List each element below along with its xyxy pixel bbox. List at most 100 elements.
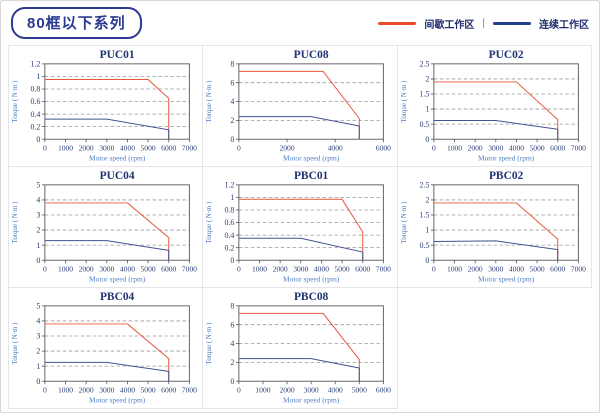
y-axis-label: Torque ( N·m )	[205, 202, 213, 244]
torque-speed-chart-pbc08: PBC08 0 2 4 6 8 0 1000 2000 3000 4000 5000 6000 Motor…	[205, 291, 391, 405]
x-tick-label: 3000	[99, 386, 114, 395]
x-tick-label: 5000	[141, 144, 156, 153]
y-tick-label: 3	[36, 211, 40, 220]
chart-title: PBC04	[100, 291, 135, 303]
y-tick-label: 2	[231, 116, 235, 125]
y-tick-label: 8	[231, 60, 235, 69]
intermittent-zone-curve	[44, 323, 170, 382]
x-tick-label: 5000	[529, 144, 544, 153]
y-tick-label: 6	[231, 320, 235, 329]
intermittent-zone-curve	[239, 70, 361, 140]
intermittent-legend-label: 间歇工作区	[424, 19, 475, 31]
continuous-zone-curve	[44, 361, 170, 382]
chart-cell-pbc08: PBC08 0 2 4 6 8 0 1000 2000 3000 4000 5000 6000 Motor…	[203, 288, 398, 409]
torque-speed-chart-pbc01: PBC01 0 0.2 0.4 0.6 0.8 1 1.2 0 1000 2000 3000 4000 5…	[205, 170, 391, 284]
x-tick-label: 2000	[79, 386, 94, 395]
x-tick-label: 4000	[120, 265, 135, 274]
y-tick-label: 1.2	[225, 181, 235, 190]
continuous-zone-curve	[433, 120, 558, 140]
y-tick-label: 2.5	[419, 181, 429, 190]
x-tick-label: 2000	[280, 386, 295, 395]
x-tick-label: 3000	[488, 144, 503, 153]
chart-cell-pbc04: PBC04 0 1 2 3 4 5 0 1000 2000 3000 4000 5000 6000 7000…	[9, 288, 204, 409]
x-tick-label: 2000	[280, 144, 295, 153]
x-tick-label: 1000	[58, 265, 73, 274]
torque-speed-chart-pbc04: PBC04 0 1 2 3 4 5 0 1000 2000 3000 4000 5000 6000 7000…	[11, 291, 197, 405]
x-tick-label: 7000	[570, 144, 585, 153]
x-tick-label: 1000	[256, 386, 271, 395]
x-tick-label: 0	[237, 386, 241, 395]
y-tick-label: 1.5	[419, 90, 429, 99]
chart-title: PBC08	[294, 291, 329, 303]
x-axis-label: Motor speed (rpm)	[478, 154, 535, 163]
intermittent-zone-curve	[433, 81, 558, 140]
x-tick-label: 7000	[570, 265, 585, 274]
x-tick-label: 4000	[509, 144, 524, 153]
x-tick-label: 3000	[488, 265, 503, 274]
x-tick-label: 0	[432, 265, 436, 274]
x-tick-label: 5000	[352, 386, 367, 395]
y-axis-label: Torque ( N·m )	[400, 81, 408, 123]
x-tick-label: 6000	[161, 386, 176, 395]
y-tick-label: 1	[425, 105, 429, 114]
y-tick-label: 8	[231, 302, 235, 311]
x-tick-label: 1000	[252, 265, 267, 274]
x-tick-label: 5000	[529, 265, 544, 274]
x-tick-label: 4000	[314, 265, 329, 274]
continuous-line-swatch	[493, 21, 531, 25]
x-tick-label: 6000	[161, 265, 176, 274]
y-tick-label: 0	[36, 256, 40, 265]
y-tick-label: 4	[36, 317, 40, 326]
y-axis-label: Torque ( N·m )	[11, 81, 19, 123]
continuous-zone-curve	[239, 116, 361, 140]
y-tick-label: 0.5	[419, 241, 429, 250]
plot-border	[433, 184, 579, 261]
y-axis-label: Torque ( N·m )	[400, 202, 408, 244]
y-tick-label: 4	[231, 97, 235, 106]
x-axis-label: Motor speed (rpm)	[89, 275, 146, 284]
y-tick-label: 0	[36, 135, 40, 144]
x-tick-label: 7000	[182, 386, 197, 395]
x-axis-label: Motor speed (rpm)	[89, 154, 146, 163]
series-badge: 80框以下系列	[11, 7, 142, 39]
x-tick-label: 7000	[182, 265, 197, 274]
x-tick-label: 4000	[509, 265, 524, 274]
y-tick-label: 1	[425, 226, 429, 235]
chart-cell-pbc01: PBC01 0 0.2 0.4 0.6 0.8 1 1.2 0 1000 2000 3000 4000 5…	[203, 167, 398, 288]
plot-border	[433, 63, 579, 140]
y-tick-label: 2	[36, 347, 40, 356]
x-tick-label: 6000	[550, 265, 565, 274]
x-tick-label: 2000	[79, 265, 94, 274]
torque-speed-chart-puc04: PUC04 0 1 2 3 4 5 0 1000 2000 3000 4000 5000 6000 7000…	[11, 170, 197, 284]
chart-cell-puc08: PUC08 0 2 4 6 8 0 2000 4000 6000 Motor speed (rpm)…	[203, 46, 398, 167]
y-axis-label: Torque ( N·m )	[11, 323, 19, 365]
y-tick-label: 1	[231, 193, 235, 202]
plot-border	[44, 184, 190, 261]
x-tick-label: 4000	[120, 144, 135, 153]
x-tick-label: 2000	[79, 144, 94, 153]
x-tick-label: 5000	[335, 265, 350, 274]
x-tick-label: 0	[43, 265, 47, 274]
y-tick-label: 4	[36, 196, 40, 205]
chart-cell-puc04: PUC04 0 1 2 3 4 5 0 1000 2000 3000 4000 5000 6000 7000…	[9, 167, 204, 288]
x-tick-label: 3000	[99, 265, 114, 274]
x-tick-label: 4000	[328, 386, 343, 395]
y-tick-label: 1.5	[419, 211, 429, 220]
chart-title: PUC04	[100, 170, 135, 182]
x-tick-label: 6000	[376, 144, 391, 153]
y-tick-label: 1.2	[30, 60, 40, 69]
intermittent-zone-curve	[239, 312, 361, 382]
y-tick-label: 1	[36, 72, 40, 81]
x-tick-label: 4000	[328, 144, 343, 153]
continuous-zone-curve	[239, 358, 361, 382]
chart-cell-puc02: PUC02 0 0.5 1 1.5 2 2.5 0 1000 2000 3000 4000 5000 60…	[397, 46, 592, 167]
x-tick-label: 3000	[294, 265, 309, 274]
y-tick-label: 1	[36, 362, 40, 371]
chart-title: PUC01	[100, 49, 135, 61]
continuous-zone-curve	[44, 118, 170, 140]
y-tick-label: 0.4	[225, 231, 235, 240]
x-tick-label: 7000	[182, 144, 197, 153]
page-header: 80框以下系列 间歇工作区 | 连续工作区	[1, 1, 599, 45]
x-tick-label: 0	[237, 144, 241, 153]
